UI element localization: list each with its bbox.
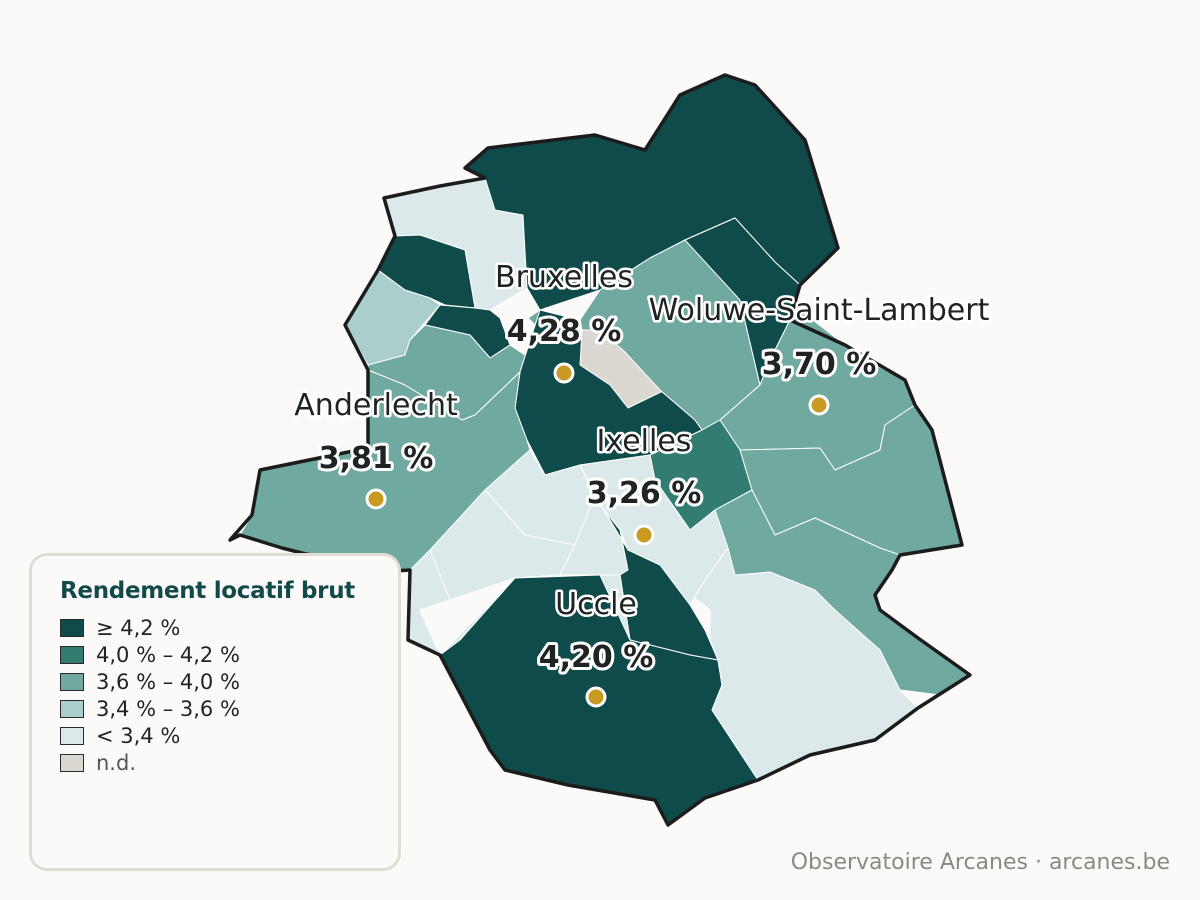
city-value-uccle: 4,20 % <box>539 640 654 675</box>
city-marker-anderlecht[interactable] <box>365 488 387 510</box>
city-markers <box>365 362 830 708</box>
districts <box>239 74 971 826</box>
city-marker-uccle[interactable] <box>585 686 607 708</box>
legend-swatch <box>60 618 84 637</box>
city-labels: Bruxelles 4,28 % Woluwe-Saint-Lambert 3,… <box>292 258 992 679</box>
legend-label: 3,6 % – 4,0 % <box>96 669 240 694</box>
map-legend: Rendement locatif brut ≥ 4,2 % 4,0 % – 4… <box>29 553 401 871</box>
city-name-woluwe: Woluwe-Saint-Lambert <box>649 293 990 328</box>
city-value-ixelles: 3,26 % <box>587 476 702 511</box>
source-credit: Observatoire Arcanes · arcanes.be <box>790 850 1170 875</box>
legend-label: 3,4 % – 3,6 % <box>96 696 240 721</box>
city-name-uccle: Uccle <box>555 587 637 622</box>
legend-title: Rendement locatif brut <box>60 578 355 604</box>
legend-label: ≥ 4,2 % <box>96 615 181 640</box>
legend-item: < 3,4 % <box>60 722 398 749</box>
city-value-anderlecht: 3,81 % <box>319 441 434 476</box>
legend-swatch <box>60 645 84 664</box>
legend-item: 3,6 % – 4,0 % <box>60 668 398 695</box>
legend-swatch <box>60 753 84 772</box>
legend-item: 4,0 % – 4,2 % <box>60 641 398 668</box>
legend-label: 4,0 % – 4,2 % <box>96 642 240 667</box>
legend-label: n.d. <box>96 750 136 775</box>
city-value-woluwe: 3,70 % <box>762 347 877 382</box>
legend-item: ≥ 4,2 % <box>60 614 398 641</box>
legend-item: n.d. <box>60 749 398 776</box>
legend-swatch <box>60 699 84 718</box>
legend-label: < 3,4 % <box>96 723 181 748</box>
legend-swatch <box>60 672 84 691</box>
legend-item: 3,4 % – 3,6 % <box>60 695 398 722</box>
city-marker-woluwe[interactable] <box>808 394 830 416</box>
city-name-bruxelles: Bruxelles <box>495 260 633 295</box>
region-boundary <box>228 73 972 827</box>
city-marker-ixelles[interactable] <box>633 524 655 546</box>
legend-swatch <box>60 726 84 745</box>
city-name-ixelles: Ixelles <box>597 424 692 459</box>
city-value-bruxelles: 4,28 % <box>507 314 622 349</box>
city-name-anderlecht: Anderlecht <box>294 388 458 423</box>
city-marker-bruxelles[interactable] <box>553 362 575 384</box>
